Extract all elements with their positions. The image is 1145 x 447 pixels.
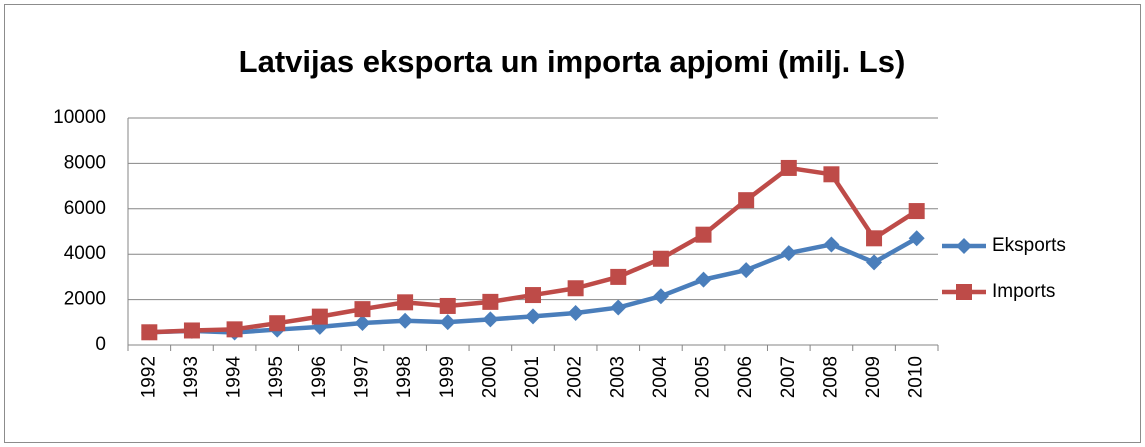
x-tick-label: 1998 (394, 356, 415, 398)
legend-label: Eksports (992, 235, 1066, 256)
legend-label: Imports (992, 281, 1055, 302)
x-tick-label: 1994 (224, 356, 245, 399)
data-point (866, 254, 883, 271)
x-tick-label: 2008 (820, 356, 841, 398)
data-point (652, 288, 669, 305)
x-tick-label: 2009 (863, 356, 884, 398)
x-tick-label: 2001 (522, 356, 543, 398)
y-tick-label: 0 (95, 334, 106, 355)
data-point (567, 280, 584, 297)
data-point (525, 287, 541, 304)
data-point (226, 321, 243, 338)
x-tick-label: 2007 (778, 356, 799, 398)
data-point (183, 322, 200, 339)
data-point (780, 245, 797, 262)
y-tick-label: 4000 (64, 243, 106, 264)
data-point (610, 268, 627, 285)
x-tick-label: 1996 (309, 356, 330, 398)
y-tick-label: 10000 (53, 107, 106, 128)
data-point (397, 294, 414, 311)
x-tick-label: 2003 (607, 356, 628, 398)
data-point (866, 230, 883, 247)
data-point (397, 312, 414, 329)
data-point (439, 297, 456, 314)
x-tick-label: 2000 (479, 356, 500, 398)
data-point (141, 324, 158, 341)
data-point (525, 308, 541, 325)
data-point (482, 293, 499, 310)
x-tick-label: 2002 (565, 356, 586, 398)
legend-marker (956, 238, 972, 254)
x-tick-label: 1992 (138, 356, 159, 398)
chart-border (4, 4, 1141, 443)
data-point (439, 314, 456, 331)
data-point (269, 315, 286, 332)
legend-marker (956, 284, 972, 300)
x-tick-label: 1993 (181, 356, 202, 398)
y-tick-label: 6000 (64, 198, 106, 219)
data-point (567, 304, 584, 321)
data-point (354, 314, 371, 331)
x-tick-label: 2004 (650, 356, 671, 399)
y-tick-label: 8000 (64, 152, 106, 173)
data-point (780, 159, 797, 176)
data-point (823, 236, 840, 253)
x-tick-label: 1995 (266, 356, 287, 398)
x-tick-label: 1999 (437, 356, 458, 398)
x-tick-label: 1997 (351, 356, 372, 398)
data-point (823, 166, 840, 183)
data-point (610, 299, 627, 316)
data-point (908, 203, 925, 220)
data-point (354, 301, 371, 318)
data-point (908, 230, 925, 247)
data-point (738, 192, 755, 209)
data-point (695, 226, 712, 243)
chart-title: Latvijas eksporta un importa apjomi (mil… (239, 44, 906, 79)
y-tick-label: 2000 (64, 289, 106, 310)
data-point (652, 250, 669, 267)
data-point (311, 308, 328, 325)
x-tick-label: 2010 (906, 356, 927, 398)
data-point (738, 262, 755, 279)
x-tick-label: 2006 (735, 356, 756, 398)
x-tick-label: 2005 (693, 356, 714, 398)
data-point (695, 271, 712, 288)
data-point (482, 311, 499, 328)
